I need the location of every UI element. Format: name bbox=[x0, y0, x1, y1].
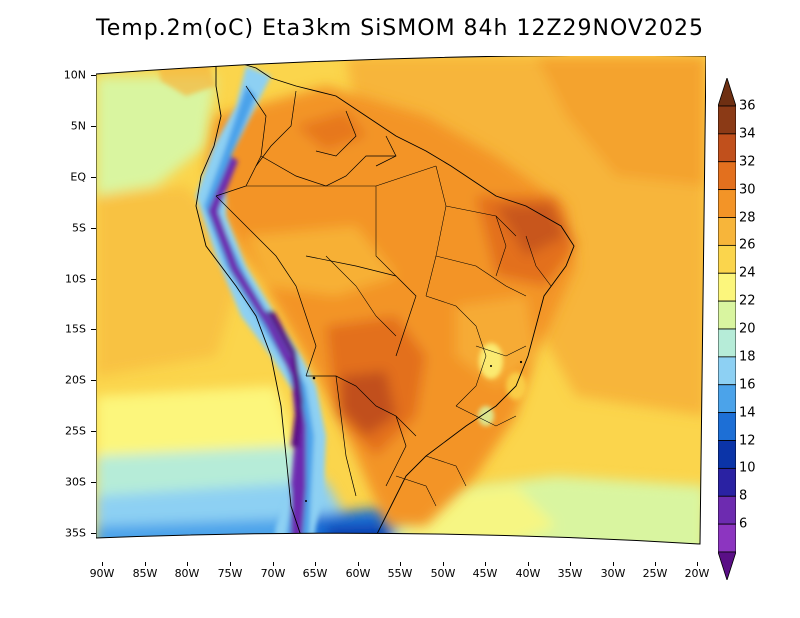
lat-label: 35S bbox=[65, 526, 86, 540]
colorbar-segment bbox=[718, 217, 736, 246]
colorbar-label: 18 bbox=[739, 349, 756, 365]
lon-label: 30W bbox=[600, 567, 626, 580]
lat-tick bbox=[91, 533, 96, 534]
lat-tick bbox=[91, 482, 96, 483]
map-title: Temp.2m(oC) Eta3km SiSMOM 84h 12Z29NOV20… bbox=[96, 16, 704, 41]
colorbar-label: 22 bbox=[739, 293, 756, 309]
lon-tick bbox=[443, 562, 444, 566]
colorbar-top-triangle bbox=[718, 78, 736, 107]
colorbar-svg bbox=[718, 78, 736, 580]
latitude-axis: 10N 5N EQ 5S 10S 15S 20S 25S 30S 35S bbox=[0, 0, 96, 618]
lat-label: 5N bbox=[70, 119, 86, 133]
lon-label: 80W bbox=[174, 567, 200, 580]
lat-tick bbox=[91, 177, 96, 178]
colorbar-segment bbox=[718, 105, 736, 135]
lon-tick bbox=[655, 562, 656, 566]
lat-tick bbox=[91, 380, 96, 381]
lon-label: 50W bbox=[430, 567, 456, 580]
colorbar-label: 8 bbox=[739, 488, 748, 504]
lat-label: 10S bbox=[65, 272, 86, 286]
colorbar-label: 34 bbox=[739, 126, 756, 142]
lon-tick bbox=[528, 562, 529, 566]
lon-label: 55W bbox=[387, 567, 413, 580]
country-borders bbox=[215, 85, 417, 497]
colorbar-label: 30 bbox=[739, 182, 756, 198]
colorbar-bottom-triangle bbox=[718, 551, 736, 580]
lon-label: 65W bbox=[302, 567, 328, 580]
lon-tick bbox=[697, 562, 698, 566]
colorbar bbox=[718, 78, 736, 580]
state-borders bbox=[246, 165, 552, 507]
colorbar-segment bbox=[718, 523, 736, 553]
lon-tick bbox=[145, 562, 146, 566]
colorbar-label: 16 bbox=[739, 377, 756, 393]
lon-label: 35W bbox=[557, 567, 583, 580]
lat-label: 25S bbox=[65, 424, 86, 438]
colorbar-label: 20 bbox=[739, 321, 756, 337]
colorbar-label: 32 bbox=[739, 154, 756, 170]
lon-label: 75W bbox=[217, 567, 243, 580]
lakes bbox=[305, 360, 523, 502]
colorbar-label: 26 bbox=[739, 237, 756, 253]
colorbar-segment bbox=[718, 495, 736, 525]
lon-label: 20W bbox=[684, 567, 710, 580]
colorbar-segment bbox=[718, 356, 736, 386]
lat-label: EQ bbox=[70, 170, 86, 184]
colorbar-label: 12 bbox=[739, 433, 756, 448]
lon-tick bbox=[230, 562, 231, 566]
map-canvas bbox=[96, 56, 706, 564]
colorbar-segment bbox=[718, 440, 736, 469]
colorbar-segment bbox=[718, 272, 736, 302]
lon-tick bbox=[187, 562, 188, 566]
colorbar-label: 10 bbox=[739, 460, 756, 476]
lon-tick bbox=[273, 562, 274, 566]
lon-tick bbox=[613, 562, 614, 566]
temperature-map bbox=[96, 56, 706, 564]
colorbar-segment bbox=[718, 328, 736, 358]
lon-label: 40W bbox=[515, 567, 541, 580]
colorbar-label: 6 bbox=[739, 516, 748, 532]
lon-label: 70W bbox=[260, 567, 286, 580]
colorbar-label: 28 bbox=[739, 210, 756, 225]
colorbar-segment bbox=[718, 412, 736, 441]
lon-label: 90W bbox=[89, 567, 115, 580]
lat-tick bbox=[91, 329, 96, 330]
lat-label: 15S bbox=[65, 322, 86, 336]
colorbar-label: 24 bbox=[739, 265, 756, 281]
lon-label: 25W bbox=[642, 567, 668, 580]
lon-tick bbox=[400, 562, 401, 566]
lon-tick bbox=[315, 562, 316, 566]
colorbar-segment bbox=[718, 244, 736, 274]
colorbar-segment bbox=[718, 300, 736, 330]
colorbar-label: 14 bbox=[739, 405, 756, 421]
lon-label: 45W bbox=[472, 567, 498, 580]
lon-tick bbox=[358, 562, 359, 566]
lon-label: 60W bbox=[345, 567, 371, 580]
colorbar-segment bbox=[718, 467, 736, 497]
lat-tick bbox=[91, 228, 96, 229]
lat-label: 20S bbox=[65, 373, 86, 387]
lat-label: 10N bbox=[63, 68, 86, 82]
colorbar-segment bbox=[718, 161, 736, 191]
colorbar-label: 36 bbox=[739, 98, 756, 114]
lon-tick bbox=[102, 562, 103, 566]
map-frame bbox=[96, 56, 706, 545]
lat-label: 5S bbox=[72, 221, 86, 235]
colorbar-segment bbox=[718, 133, 736, 163]
lat-tick bbox=[91, 75, 96, 76]
lon-tick bbox=[485, 562, 486, 566]
colorbar-segment bbox=[718, 384, 736, 414]
lon-tick bbox=[570, 562, 571, 566]
lat-tick bbox=[91, 279, 96, 280]
lat-label: 30S bbox=[65, 475, 86, 489]
lat-tick bbox=[91, 126, 96, 127]
coastline bbox=[195, 61, 575, 545]
lon-label: 85W bbox=[132, 567, 158, 580]
colorbar-segment bbox=[718, 189, 736, 218]
lat-tick bbox=[91, 431, 96, 432]
